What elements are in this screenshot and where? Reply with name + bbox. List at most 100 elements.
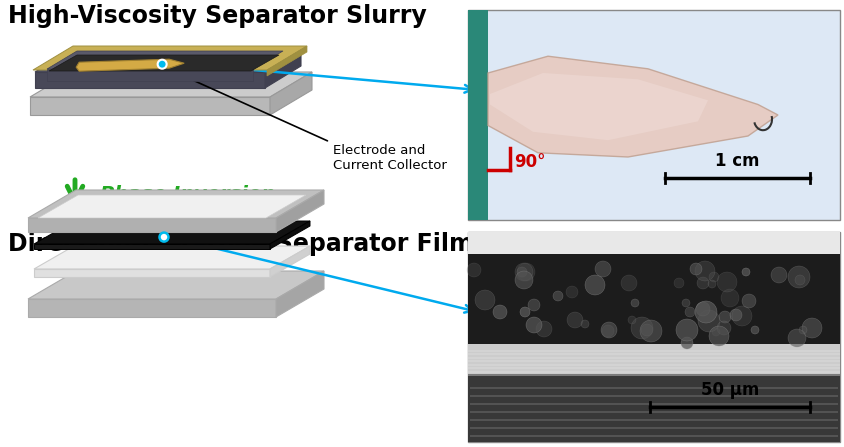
Circle shape (630, 317, 652, 339)
Circle shape (594, 261, 610, 277)
Circle shape (601, 325, 614, 337)
Circle shape (566, 312, 582, 328)
Circle shape (741, 268, 749, 276)
Bar (468, 353, 839, 355)
Bar (469, 427, 837, 429)
Circle shape (717, 321, 730, 335)
Polygon shape (30, 97, 270, 115)
Circle shape (750, 326, 758, 334)
Circle shape (535, 321, 551, 337)
Polygon shape (265, 50, 300, 88)
Circle shape (707, 280, 715, 288)
Circle shape (492, 305, 506, 319)
Bar (468, 254, 839, 344)
Circle shape (630, 299, 638, 307)
Polygon shape (33, 46, 306, 70)
Polygon shape (35, 72, 265, 88)
Polygon shape (76, 59, 184, 71)
Bar (469, 435, 837, 437)
Bar (468, 374, 839, 442)
Bar (468, 371, 839, 372)
Circle shape (584, 275, 604, 295)
Circle shape (581, 320, 588, 328)
Circle shape (720, 289, 738, 307)
Polygon shape (47, 69, 252, 81)
Circle shape (158, 60, 166, 69)
Circle shape (680, 337, 692, 349)
Text: Phase Inversion: Phase Inversion (100, 185, 275, 203)
Circle shape (718, 311, 730, 323)
Circle shape (711, 328, 719, 336)
Circle shape (514, 263, 533, 281)
Circle shape (787, 266, 809, 288)
Polygon shape (490, 73, 707, 140)
Polygon shape (488, 56, 777, 157)
Text: Direct-on-Electrode Separator Film: Direct-on-Electrode Separator Film (8, 232, 473, 256)
Polygon shape (47, 51, 283, 69)
Circle shape (641, 324, 652, 336)
Circle shape (787, 329, 805, 347)
Polygon shape (35, 50, 300, 72)
Bar (468, 360, 839, 362)
Circle shape (695, 302, 709, 316)
Polygon shape (28, 299, 276, 317)
Circle shape (708, 326, 728, 346)
Circle shape (627, 316, 636, 324)
Polygon shape (267, 46, 306, 76)
Bar (469, 387, 837, 389)
Polygon shape (270, 221, 310, 249)
Text: 1 cm: 1 cm (714, 152, 759, 170)
Circle shape (681, 299, 690, 307)
Circle shape (729, 309, 741, 321)
Circle shape (794, 275, 804, 285)
Bar (468, 10, 488, 220)
Circle shape (517, 267, 527, 277)
Bar (469, 411, 837, 413)
Bar (469, 403, 837, 405)
Bar (468, 374, 839, 376)
Polygon shape (270, 72, 311, 115)
Circle shape (674, 278, 683, 288)
Text: Electrode and
Current Collector: Electrode and Current Collector (333, 144, 446, 172)
Text: High-Viscosity Separator Slurry: High-Viscosity Separator Slurry (8, 4, 426, 28)
Polygon shape (270, 246, 310, 277)
Circle shape (160, 232, 168, 241)
Polygon shape (38, 195, 306, 218)
Polygon shape (34, 221, 310, 244)
Circle shape (600, 322, 616, 338)
Circle shape (528, 299, 539, 311)
Circle shape (525, 317, 541, 333)
Circle shape (675, 319, 697, 341)
Circle shape (741, 294, 755, 308)
Circle shape (467, 263, 480, 277)
Text: 90°: 90° (513, 153, 545, 171)
Circle shape (639, 320, 661, 342)
Polygon shape (34, 269, 270, 277)
Circle shape (717, 272, 736, 292)
Bar (468, 232, 839, 254)
Circle shape (697, 310, 719, 332)
Circle shape (708, 272, 718, 282)
Bar (469, 419, 837, 421)
Bar (469, 395, 837, 397)
Polygon shape (34, 246, 310, 269)
Circle shape (731, 306, 751, 326)
Polygon shape (276, 190, 323, 232)
Text: 50 μm: 50 μm (700, 381, 758, 399)
Polygon shape (28, 218, 276, 232)
Circle shape (690, 263, 701, 275)
Bar (468, 344, 839, 374)
Circle shape (552, 291, 562, 301)
Circle shape (519, 307, 529, 317)
Circle shape (474, 290, 495, 310)
Bar (468, 232, 839, 442)
Circle shape (565, 286, 577, 298)
Polygon shape (30, 72, 311, 97)
Bar (468, 10, 839, 220)
Circle shape (517, 263, 534, 281)
Circle shape (620, 275, 636, 291)
Circle shape (770, 267, 786, 283)
Circle shape (798, 326, 806, 334)
Circle shape (514, 271, 533, 289)
Polygon shape (34, 244, 270, 249)
